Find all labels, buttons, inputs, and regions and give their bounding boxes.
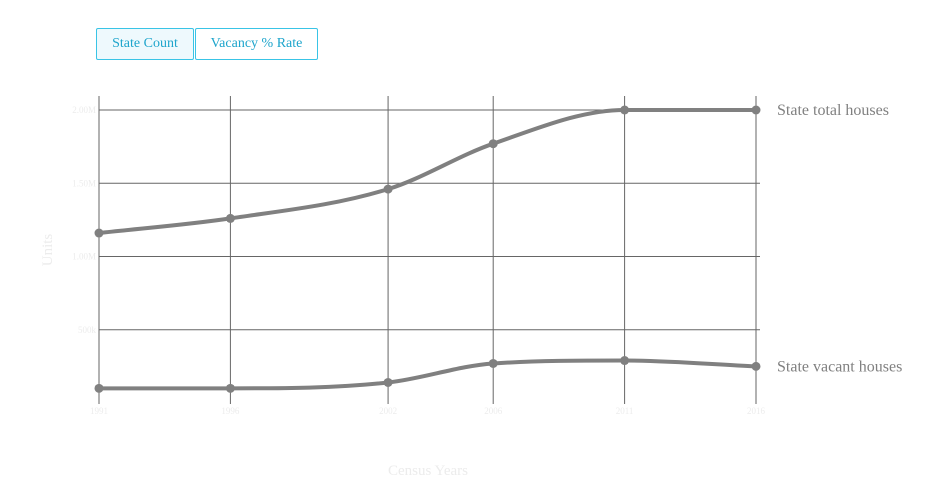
state-total-houses-point-2002[interactable]	[383, 184, 393, 194]
y-tick-labels: 500k 1.00M 1.50M 2.00M	[72, 105, 96, 335]
state-vacant-houses-label: State vacant houses	[777, 358, 902, 375]
state-total-houses-point-1991[interactable]	[94, 228, 104, 238]
state-total-houses-point-2016[interactable]	[751, 105, 761, 115]
state-vacant-houses-point-2006[interactable]	[488, 358, 498, 368]
y-tick-label: 2.00M	[72, 105, 96, 115]
state-total-houses-point-2006[interactable]	[488, 139, 498, 149]
y-tick-label: 1.50M	[72, 178, 96, 188]
x-tick-label: 1991	[90, 406, 108, 416]
x-tick-label: 2016	[747, 406, 766, 416]
y-tick-label: 1.00M	[72, 252, 96, 262]
x-tick-label: 1996	[221, 406, 240, 416]
vertical-gridlines	[98, 96, 757, 404]
vacancy-rate-button[interactable]: Vacancy % Rate	[195, 28, 318, 60]
state-count-button[interactable]: State Count	[96, 28, 194, 60]
state-vacant-houses-line	[97, 358, 758, 391]
x-tick-label: 2011	[616, 406, 634, 416]
state-vacant-houses-point-2011[interactable]	[620, 356, 630, 366]
series-layer: State total houses State vacant houses	[94, 102, 902, 393]
state-total-houses-line	[97, 107, 758, 236]
state-total-houses-point-1996[interactable]	[225, 213, 235, 223]
x-tick-labels: 1991 1996 2002 2006 2011 2016	[90, 406, 766, 416]
horizontal-gridlines	[99, 109, 760, 331]
x-tick-label: 2002	[379, 406, 397, 416]
metric-toggle-group: State Count Vacancy % Rate	[96, 28, 319, 60]
state-vacant-houses-point-1996[interactable]	[225, 383, 235, 393]
y-axis-title: Units	[40, 234, 56, 267]
state-vacant-houses-point-1991[interactable]	[94, 383, 104, 393]
state-vacant-houses-point-2002[interactable]	[383, 377, 393, 387]
x-tick-label: 2006	[484, 406, 503, 416]
state-vacant-houses-point-2016[interactable]	[751, 361, 761, 371]
state-total-houses-label: State total houses	[777, 102, 889, 119]
y-tick-label: 500k	[78, 325, 97, 335]
state-total-houses-point-2011[interactable]	[620, 105, 630, 115]
x-axis-title: Census Years	[388, 463, 468, 479]
